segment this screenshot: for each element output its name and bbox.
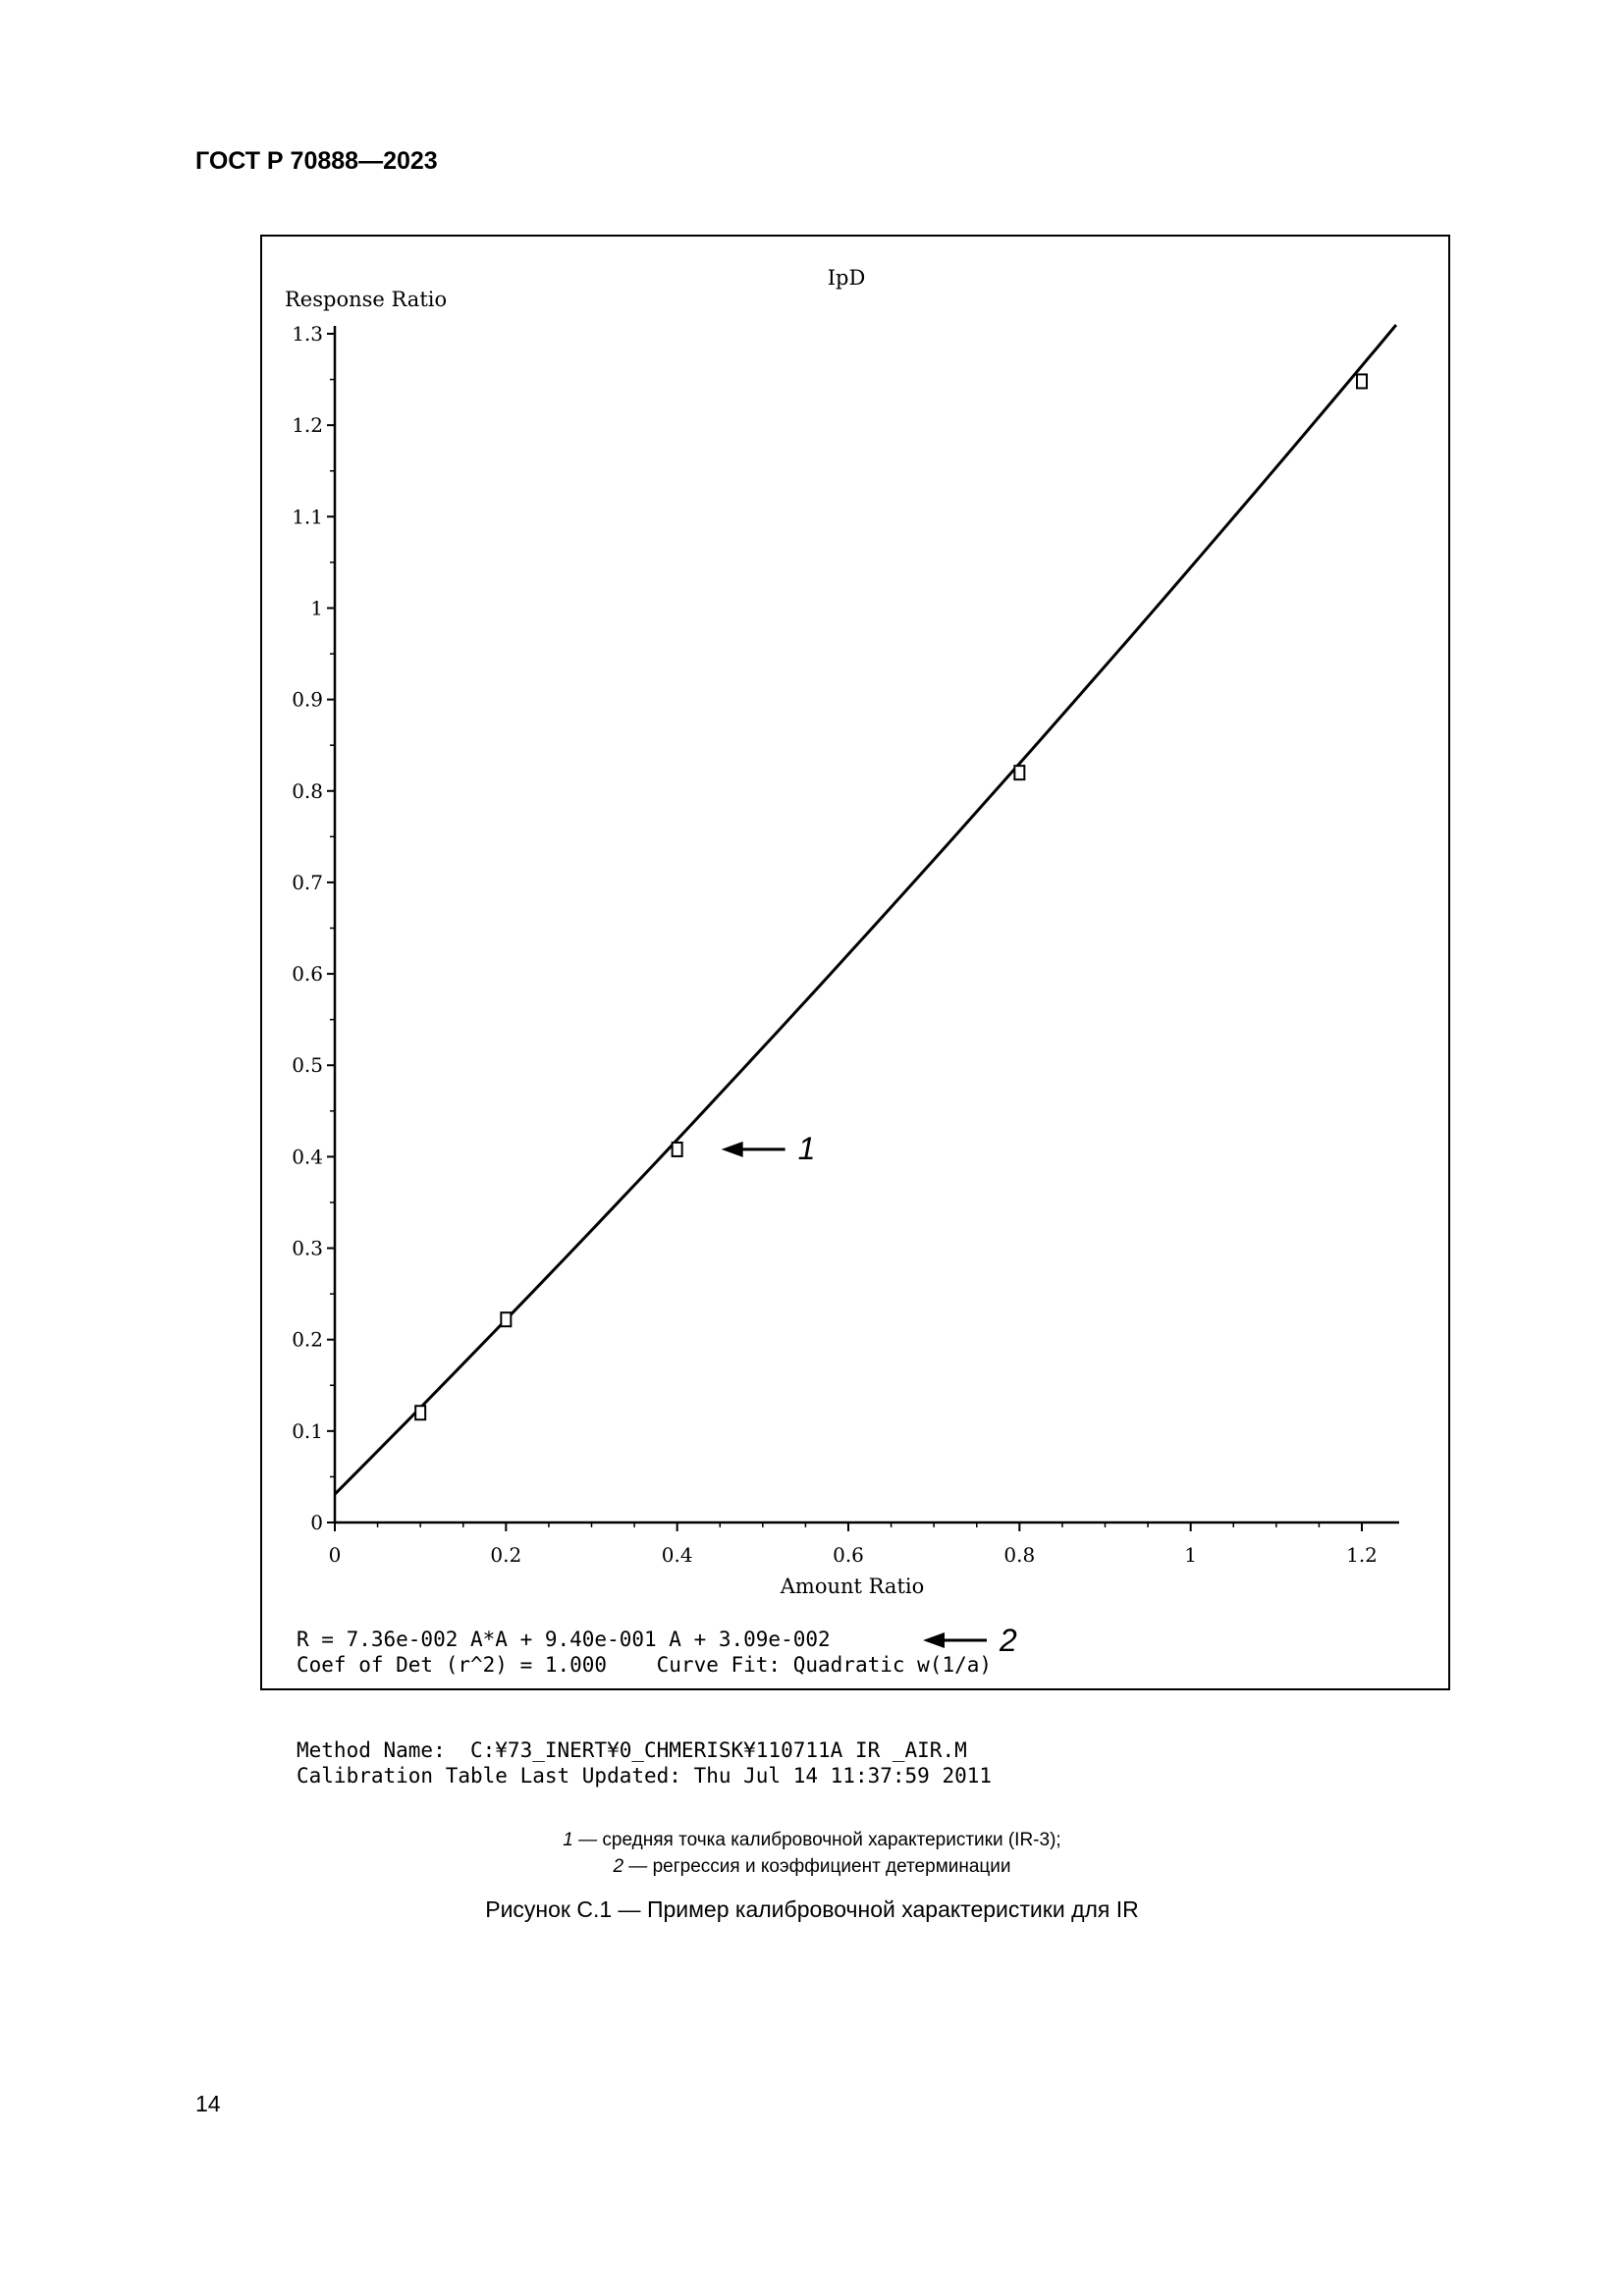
- x-tick-label: 1: [1184, 1543, 1197, 1567]
- data-point: [500, 1311, 513, 1328]
- chart-title: IpD: [828, 266, 866, 290]
- y-tick-label: 0.5: [292, 1053, 323, 1077]
- chart-axes: [333, 326, 1399, 1524]
- calibration-table-updated: Calibration Table Last Updated: Thu Jul …: [297, 1764, 993, 1788]
- legend-item-2-text: — регрессия и коэффициент детерминации: [623, 1856, 1011, 1877]
- figure-frame: [260, 235, 1450, 1690]
- annotation-label: 1: [798, 1131, 816, 1166]
- data-points-layer: [414, 373, 1368, 1421]
- legend-item-1: 1 — средняя точка калибровочной характер…: [0, 1830, 1624, 1851]
- y-tick-label: 0.1: [292, 1419, 323, 1443]
- regression-equation: R = 7.36e-002 A*A + 9.40e-001 A + 3.09e-…: [297, 1628, 831, 1651]
- y-tick-label: 0: [310, 1511, 323, 1534]
- legend-item-2-number: 2: [613, 1856, 624, 1877]
- y-tick-label: 0.2: [292, 1328, 323, 1352]
- data-point: [1013, 765, 1026, 781]
- annotation-arrowhead: [721, 1141, 743, 1157]
- legend-item-2: 2 — регрессия и коэффициент детерминации: [0, 1856, 1624, 1878]
- y-tick-label: 0.7: [292, 871, 323, 894]
- regression-curve-layer: [333, 324, 1398, 1496]
- y-axis-label: Response Ratio: [285, 288, 447, 311]
- x-tick-label: 0.4: [662, 1543, 693, 1567]
- data-point: [1356, 373, 1368, 390]
- legend-item-1-text: — средняя точка калибровочной характерис…: [572, 1830, 1061, 1850]
- y-tick-label: 1: [310, 596, 323, 619]
- data-point: [414, 1405, 427, 1421]
- x-tick-label: 0.8: [1003, 1543, 1035, 1567]
- x-tick-label: 0.6: [833, 1543, 864, 1567]
- y-tick-label: 0.6: [292, 962, 323, 986]
- legend-item-1-number: 1: [563, 1830, 573, 1850]
- document-header: ГОСТ Р 70888—2023: [195, 147, 438, 175]
- y-tick-label: 1.2: [292, 413, 323, 437]
- chart-ticks: 0 0.1 0.2 0.3 0.4 0.5 0.6 0.7 0.8 0.9 1 1.1 1.2 1.3 0 0…: [292, 322, 1378, 1567]
- page-number: 14: [195, 2091, 221, 2116]
- regression-curve: [333, 324, 1398, 1496]
- regression-arrowhead: [923, 1632, 945, 1648]
- x-tick-label: 1.2: [1346, 1543, 1378, 1567]
- x-tick-label: 0: [329, 1543, 342, 1567]
- y-tick-label: 0.9: [292, 688, 323, 712]
- data-point: [671, 1141, 683, 1157]
- coefficient-of-determination: Coef of Det (r^2) = 1.000 Curve Fit: Qua…: [297, 1653, 993, 1677]
- y-tick-label: 0.3: [292, 1237, 323, 1260]
- figure-caption: Рисунок С.1 — Пример калибровочной харак…: [485, 1896, 1139, 1922]
- annotations-layer: 12: [721, 1131, 1017, 1658]
- y-tick-label: 1.1: [292, 505, 323, 528]
- x-axis-label: Amount Ratio: [780, 1575, 925, 1598]
- y-tick-label: 0.4: [292, 1145, 323, 1168]
- y-tick-label: 0.8: [292, 779, 323, 803]
- method-name: Method Name: C:¥73_INERT¥0_CHMERISK¥1107…: [297, 1738, 967, 1762]
- x-tick-label: 0.2: [490, 1543, 521, 1567]
- regression-arrow-label: 2: [999, 1623, 1017, 1658]
- y-tick-label: 1.3: [292, 322, 323, 346]
